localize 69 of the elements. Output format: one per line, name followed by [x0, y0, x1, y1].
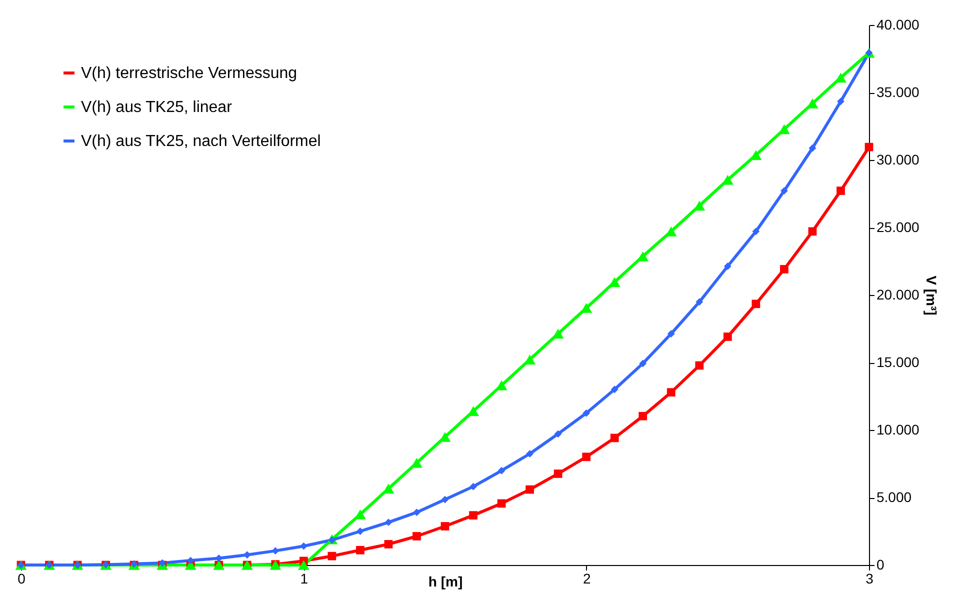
y-tick-label: 0: [876, 556, 884, 572]
x-tick-label: 1: [300, 570, 308, 586]
point: [497, 499, 506, 508]
point: [582, 409, 590, 417]
point: [526, 485, 534, 494]
point: [808, 227, 817, 236]
x-tick-label: 2: [582, 570, 591, 586]
point: [186, 556, 194, 564]
y-tick-label: 30.000: [876, 152, 920, 168]
point: [498, 466, 506, 474]
point: [836, 186, 845, 195]
y-tick-label: 5.000: [876, 489, 912, 505]
y-tick-label: 20.000: [876, 286, 920, 302]
legend-label: V(h) aus TK25, nach Verteilformel: [81, 133, 321, 150]
point: [667, 330, 675, 338]
point: [778, 124, 790, 134]
x-axis-title: h [m]: [428, 574, 463, 590]
point: [837, 98, 844, 106]
legend-label: V(h) terrestrische Vermessung: [81, 65, 298, 82]
point: [328, 552, 336, 560]
point: [580, 303, 592, 313]
point: [526, 450, 534, 458]
point: [412, 532, 421, 540]
point: [864, 142, 874, 152]
x-tick-label: 0: [18, 570, 26, 586]
point: [300, 542, 308, 550]
point: [524, 354, 536, 364]
point: [356, 546, 364, 554]
y-tick-label: 10.000: [876, 422, 920, 438]
point: [384, 518, 392, 526]
y-tick-label: 40.000: [876, 16, 920, 32]
point: [298, 560, 310, 570]
point: [411, 458, 422, 468]
point: [384, 540, 393, 548]
point: [413, 508, 420, 516]
point: [695, 361, 704, 370]
point: [610, 386, 618, 394]
point: [554, 470, 562, 478]
point: [356, 528, 364, 535]
point: [554, 430, 562, 438]
point: [469, 511, 478, 520]
point: [639, 360, 647, 368]
point: [808, 144, 816, 152]
point: [470, 482, 477, 490]
point: [723, 332, 732, 341]
point: [610, 434, 619, 442]
x-tick-label: 3: [866, 570, 874, 586]
point: [780, 265, 788, 274]
point: [724, 262, 732, 270]
point: [243, 551, 251, 559]
legend-label: V(h) aus TK25, linear: [81, 99, 233, 116]
point: [638, 412, 648, 420]
y-tick-label: 35.000: [876, 84, 920, 100]
point: [440, 522, 450, 530]
point: [696, 298, 704, 306]
point: [666, 388, 676, 397]
point: [780, 187, 788, 194]
y-axis-title: V [m³]: [923, 276, 940, 316]
point: [441, 496, 449, 504]
point: [158, 559, 166, 567]
y-tick-label: 15.000: [876, 354, 920, 370]
point: [468, 406, 479, 416]
point: [272, 547, 280, 555]
point: [752, 300, 760, 308]
point: [835, 72, 846, 83]
point: [582, 452, 591, 462]
y-tick-label: 25.000: [876, 219, 920, 235]
point: [354, 509, 366, 520]
point: [752, 228, 760, 236]
